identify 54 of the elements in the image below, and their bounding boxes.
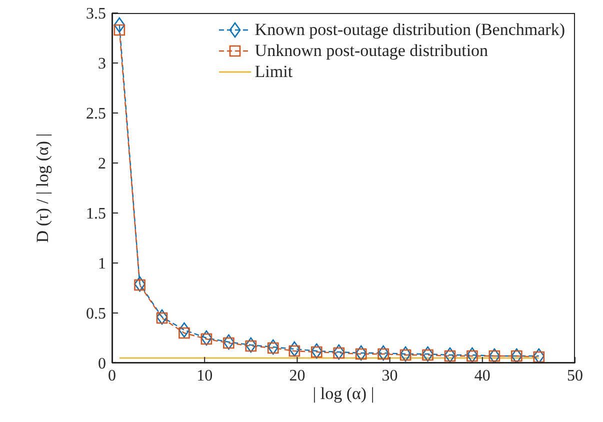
y-tick-label: 0.5 xyxy=(86,306,106,323)
point xyxy=(378,345,389,361)
point xyxy=(378,348,389,360)
point xyxy=(444,347,456,363)
point xyxy=(114,17,126,33)
x-tick-label: 30 xyxy=(382,367,398,384)
point xyxy=(333,347,345,359)
point xyxy=(134,279,146,291)
point xyxy=(310,343,322,359)
point xyxy=(245,340,257,352)
x-tick-label: 20 xyxy=(289,367,306,384)
point xyxy=(422,349,434,361)
point xyxy=(288,341,300,357)
y-tick-label: 3 xyxy=(98,56,106,73)
y-tick-label: 2 xyxy=(98,156,106,173)
y-tick-label: 1.5 xyxy=(86,206,106,223)
point xyxy=(466,347,478,363)
point xyxy=(134,276,146,292)
point xyxy=(223,334,234,350)
point xyxy=(200,333,212,345)
point xyxy=(310,346,322,358)
legend-label: Unknown post-outage distribution xyxy=(254,40,488,61)
point xyxy=(422,346,434,362)
point xyxy=(400,349,412,361)
x-tick-label: 50 xyxy=(567,367,583,384)
y-axis-title: D (τ) / | log (α) | xyxy=(33,133,52,243)
point xyxy=(267,342,279,354)
point xyxy=(178,322,190,338)
point xyxy=(355,345,367,361)
y-tick-label: 1 xyxy=(98,256,106,273)
point xyxy=(333,344,345,360)
y-tick-label: 2.5 xyxy=(86,106,106,123)
point xyxy=(288,345,300,357)
x-tick-label: 10 xyxy=(196,367,213,384)
point xyxy=(114,24,126,36)
point xyxy=(355,348,367,360)
legend-label: Limit xyxy=(254,61,293,82)
point xyxy=(533,348,545,363)
point xyxy=(178,327,190,339)
legend-label: Known post-outage distribution (Benchmark) xyxy=(254,19,565,40)
point xyxy=(200,330,212,346)
x-tick-label: 40 xyxy=(474,367,490,384)
y-tick-label: 3.5 xyxy=(86,6,106,23)
point xyxy=(156,309,168,325)
x-axis-title: | log (α) | xyxy=(312,384,374,403)
point xyxy=(267,339,279,355)
point xyxy=(466,350,478,362)
point xyxy=(444,350,456,362)
point xyxy=(400,346,412,362)
point xyxy=(245,337,257,353)
point xyxy=(223,337,234,349)
point xyxy=(533,351,545,363)
point xyxy=(156,312,168,324)
y-tick-label: 0 xyxy=(98,356,106,373)
